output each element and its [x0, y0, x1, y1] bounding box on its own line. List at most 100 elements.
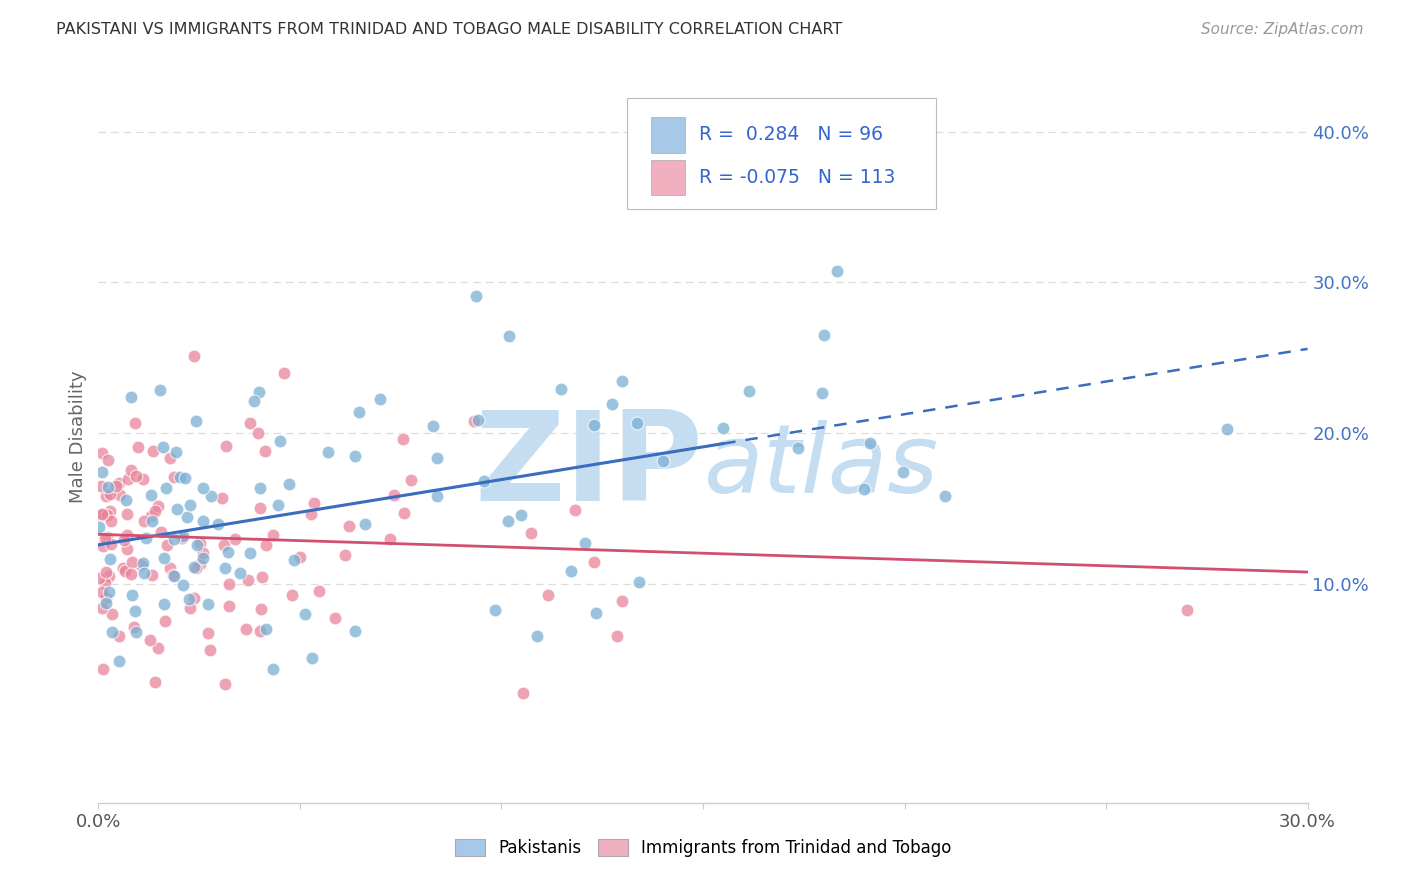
- Point: [120, 567, 142, 582]
- Point: [108, 487, 131, 501]
- Point: [146, 641, 169, 656]
- Point: [256, 622, 278, 636]
- Point: [114, 564, 136, 578]
- Point: [519, 526, 541, 541]
- Point: [353, 517, 375, 532]
- Point: [626, 416, 648, 430]
- Point: [401, 474, 423, 488]
- Point: [121, 588, 143, 602]
- Point: [142, 443, 165, 458]
- Point: [422, 418, 444, 433]
- Point: [94, 596, 117, 610]
- Point: [711, 420, 734, 434]
- Point: [262, 662, 284, 676]
- Point: [582, 418, 605, 433]
- Point: [141, 514, 163, 528]
- Point: [188, 536, 211, 550]
- Point: [627, 574, 650, 589]
- Point: [238, 546, 260, 560]
- Point: [149, 383, 172, 397]
- Point: [125, 469, 148, 483]
- Point: [368, 392, 391, 407]
- Point: [127, 441, 149, 455]
- Point: [250, 602, 273, 616]
- Point: [651, 454, 673, 468]
- Point: [853, 482, 876, 496]
- Point: [200, 489, 222, 503]
- Point: [612, 374, 634, 388]
- Text: ZIP: ZIP: [474, 406, 703, 527]
- Point: [97, 453, 120, 467]
- Point: [120, 390, 142, 404]
- Point: [98, 487, 121, 501]
- Point: [347, 405, 370, 419]
- Point: [316, 445, 339, 459]
- Point: [115, 527, 138, 541]
- Point: [183, 591, 205, 605]
- Legend: Pakistanis, Immigrants from Trinidad and Tobago: Pakistanis, Immigrants from Trinidad and…: [449, 832, 957, 864]
- Point: [1175, 603, 1198, 617]
- Point: [108, 629, 131, 643]
- Point: [290, 550, 312, 565]
- Point: [813, 328, 835, 343]
- Point: [186, 561, 208, 575]
- Point: [107, 476, 129, 491]
- Point: [100, 607, 122, 621]
- Point: [107, 654, 129, 668]
- Point: [827, 264, 849, 278]
- Point: [496, 514, 519, 528]
- Point: [215, 439, 238, 453]
- Point: [98, 552, 121, 566]
- Point: [269, 434, 291, 449]
- Point: [294, 607, 316, 621]
- Point: [308, 584, 330, 599]
- Point: [224, 533, 246, 547]
- Point: [392, 506, 415, 520]
- Point: [472, 475, 495, 489]
- Point: [101, 625, 124, 640]
- Point: [98, 585, 121, 599]
- Point: [191, 481, 214, 495]
- Point: [97, 480, 120, 494]
- Point: [281, 588, 304, 602]
- Point: [124, 604, 146, 618]
- Point: [343, 624, 366, 638]
- Point: [893, 465, 915, 479]
- Point: [152, 440, 174, 454]
- Point: [197, 625, 219, 640]
- Point: [426, 489, 449, 503]
- Point: [249, 624, 271, 638]
- Point: [550, 382, 572, 396]
- Point: [337, 518, 360, 533]
- Point: [90, 508, 112, 522]
- Point: [155, 482, 177, 496]
- Point: [217, 545, 239, 559]
- Point: [239, 416, 262, 430]
- Point: [510, 508, 533, 523]
- Point: [162, 567, 184, 582]
- Point: [198, 642, 221, 657]
- Point: [141, 567, 163, 582]
- Point: [302, 496, 325, 510]
- Point: [121, 555, 143, 569]
- Point: [153, 615, 176, 629]
- Point: [512, 686, 534, 700]
- Point: [380, 532, 402, 546]
- Point: [254, 538, 277, 552]
- Point: [139, 509, 162, 524]
- Point: [91, 465, 114, 479]
- Text: Source: ZipAtlas.com: Source: ZipAtlas.com: [1201, 22, 1364, 37]
- Point: [859, 436, 882, 450]
- Point: [585, 606, 607, 620]
- Point: [344, 450, 367, 464]
- Point: [143, 675, 166, 690]
- Point: [484, 603, 506, 617]
- Point: [186, 415, 208, 429]
- Point: [176, 510, 198, 524]
- Point: [159, 561, 181, 575]
- Point: [117, 542, 139, 557]
- Point: [283, 553, 305, 567]
- Point: [188, 558, 211, 572]
- Point: [139, 632, 162, 647]
- Point: [249, 481, 271, 495]
